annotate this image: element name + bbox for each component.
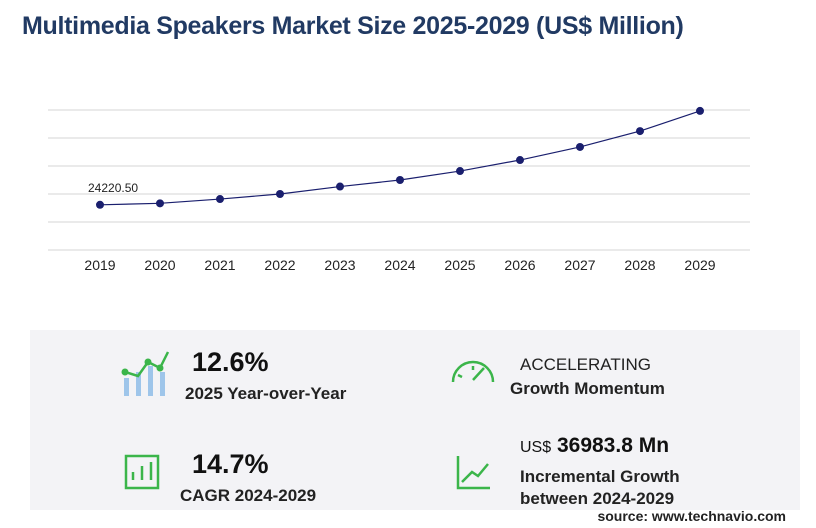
x-tick-label: 2020 <box>144 257 175 273</box>
point <box>276 190 284 198</box>
stat-label: Incremental Growth between 2024-2029 <box>520 467 680 508</box>
growth-icon <box>456 456 490 490</box>
data-label: 24220.50 <box>88 181 138 195</box>
x-tick-label: 2023 <box>324 257 355 273</box>
stat-value: 36983.8 Mn <box>556 434 670 457</box>
stat-prefix: US$ <box>520 439 552 456</box>
point <box>636 127 644 136</box>
point <box>516 156 524 165</box>
point <box>456 167 464 176</box>
point <box>336 182 344 191</box>
gauge-icon <box>451 360 495 383</box>
point <box>396 176 404 184</box>
chart-icon <box>124 454 160 490</box>
x-tick-label: 2025 <box>444 257 475 273</box>
bar-growth-icon <box>121 351 170 396</box>
point <box>696 106 704 115</box>
x-tick-label: 2028 <box>624 257 655 273</box>
x-tick-label: 2022 <box>264 257 295 273</box>
point <box>156 199 164 208</box>
stat-value-row: US$ 36983.8 Mn <box>520 434 669 458</box>
x-tick-label: 2019 <box>84 257 115 273</box>
x-tick-label: 2027 <box>564 257 595 273</box>
stat-label: Growth Momentum <box>510 379 665 398</box>
x-tick-label: 2029 <box>684 257 715 273</box>
point <box>96 200 104 209</box>
chart-title: Multimedia Speakers Market Size 2025-202… <box>22 12 684 40</box>
point <box>576 142 584 151</box>
stat-label: CAGR 2024-2029 <box>180 486 317 505</box>
source: source: www.technavio.com <box>597 508 786 524</box>
point <box>216 195 224 204</box>
x-tick-label: 2024 <box>384 257 415 273</box>
stat-label: 2025 Year-over-Year <box>185 384 347 403</box>
stat-value: 12.6% <box>192 347 269 377</box>
x-tick-label: 2021 <box>204 257 235 273</box>
stat-value: 14.7% <box>192 449 269 479</box>
x-tick-label: 2026 <box>504 257 535 273</box>
chart: 2019 2020 2021 2022 2023 2024 2025 2026 2027 2028… <box>48 106 750 273</box>
stat-value: ACCELERATING <box>520 355 651 374</box>
